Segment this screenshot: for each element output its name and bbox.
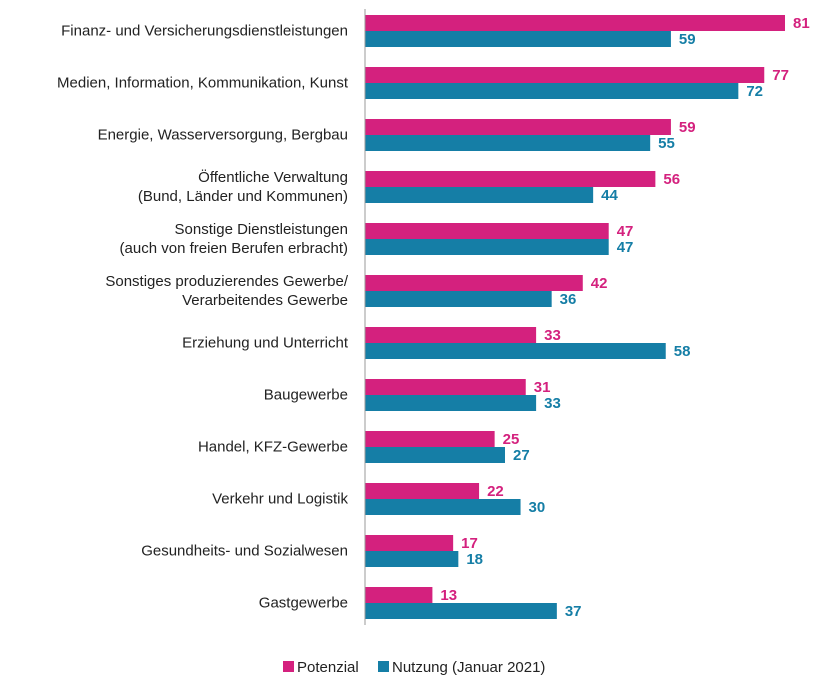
bar	[365, 223, 609, 239]
value-label: 77	[772, 67, 789, 84]
value-label: 27	[513, 447, 530, 464]
category-label: Finanz- und Versicherungsdienstleistunge…	[61, 22, 348, 40]
value-label: 42	[591, 275, 608, 292]
value-label: 44	[601, 187, 618, 204]
value-label: 13	[440, 587, 457, 604]
category-label: Baugewerbe	[263, 386, 348, 404]
value-label: 59	[679, 31, 696, 48]
value-label: 31	[534, 379, 551, 396]
bar	[365, 587, 433, 603]
bar	[365, 343, 666, 359]
value-label: 81	[793, 15, 810, 32]
bar	[365, 135, 651, 151]
bar	[365, 379, 526, 395]
value-label: 37	[565, 603, 582, 620]
bar	[365, 171, 656, 187]
bar	[365, 535, 454, 551]
value-label: 30	[529, 499, 546, 516]
bar	[365, 483, 480, 499]
legend-label: Nutzung (Januar 2021)	[392, 659, 545, 676]
bar	[365, 447, 505, 463]
category-label: Verkehr und Logistik	[212, 490, 348, 508]
value-label: 47	[617, 223, 634, 240]
category-label: Energie, Wasserversorgung, Bergbau	[97, 126, 348, 144]
value-label: 17	[461, 535, 478, 552]
value-label: 22	[487, 483, 504, 500]
bar	[365, 551, 459, 567]
category-label: Erziehung und Unterricht	[182, 334, 348, 352]
category-label: Gastgewerbe	[258, 594, 348, 612]
bar	[365, 187, 594, 203]
bar	[365, 67, 765, 83]
bar	[365, 119, 671, 135]
bar	[365, 327, 537, 343]
value-label: 25	[503, 431, 520, 448]
bar	[365, 603, 557, 619]
bar	[365, 395, 537, 411]
legend-label: Potenzial	[297, 659, 359, 676]
bar	[365, 239, 609, 255]
category-label: Sonstige Dienstleistungen (auch von frei…	[119, 221, 348, 257]
bar	[365, 83, 739, 99]
value-label: 59	[679, 119, 696, 136]
value-label: 18	[466, 551, 483, 568]
category-label: Gesundheits- und Sozialwesen	[141, 542, 348, 560]
bar	[365, 499, 521, 515]
bar	[365, 15, 785, 31]
category-label: Handel, KFZ-Gewerbe	[197, 438, 348, 456]
value-label: 58	[674, 343, 691, 360]
value-label: 33	[544, 327, 561, 344]
category-label: Medien, Information, Kommunikation, Kuns…	[57, 74, 348, 92]
category-label: Öffentliche Verwaltung (Bund, Länder und…	[137, 169, 348, 205]
legend-swatch	[283, 661, 294, 672]
bar	[365, 31, 671, 47]
category-label: Sonstiges produzierendes Gewerbe/ Verarb…	[105, 273, 348, 309]
value-label: 72	[746, 83, 763, 100]
value-label: 55	[658, 135, 675, 152]
value-label: 56	[663, 171, 680, 188]
legend-swatch	[378, 661, 389, 672]
bar	[365, 275, 583, 291]
value-label: 47	[617, 239, 634, 256]
value-label: 33	[544, 395, 561, 412]
value-label: 36	[560, 291, 577, 308]
bar	[365, 431, 495, 447]
bar	[365, 291, 552, 307]
